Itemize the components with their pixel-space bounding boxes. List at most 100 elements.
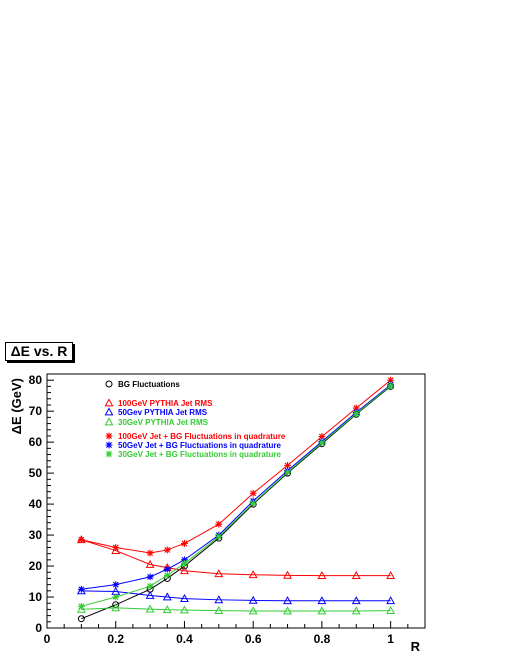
- legend-marker: [104, 407, 114, 416]
- data-point: [77, 585, 85, 593]
- x-tick-label: 0.8: [314, 632, 331, 646]
- data-point: [181, 560, 188, 567]
- data-point: [214, 595, 224, 604]
- data-point: [112, 581, 120, 589]
- data-point: [145, 604, 155, 613]
- y-axis-label: ΔE (GeV): [9, 378, 24, 434]
- data-point: [214, 606, 224, 615]
- data-point: [145, 590, 155, 599]
- data-point: [215, 533, 223, 541]
- data-point: [317, 606, 327, 615]
- data-point: [248, 570, 258, 579]
- data-point: [386, 606, 396, 615]
- legend-entry-label: 30GeV PYTHIA Jet RMS: [118, 418, 209, 427]
- data-point: [351, 606, 361, 615]
- data-point: [111, 545, 121, 554]
- data-point: [162, 605, 172, 614]
- y-tick-label: 80: [29, 373, 43, 387]
- data-point: [387, 376, 395, 384]
- series-6: [77, 382, 395, 610]
- series-2: [76, 586, 396, 605]
- legend-marker: [104, 417, 114, 426]
- data-point: [180, 566, 189, 575]
- data-point: [352, 410, 360, 418]
- y-tick-label: 0: [35, 621, 42, 635]
- data-point: [77, 602, 85, 610]
- chart-title: ΔE vs. R: [5, 342, 73, 361]
- series-line: [81, 539, 391, 577]
- legend-marker: [105, 450, 113, 458]
- legend-entry-label: 50Gev PYTHIA Jet RMS: [118, 408, 208, 417]
- data-point: [112, 593, 120, 601]
- x-tick-label: 0.4: [176, 632, 193, 646]
- y-tick-label: 70: [29, 404, 43, 418]
- y-tick-label: 40: [29, 497, 43, 511]
- data-point: [215, 520, 223, 528]
- data-point: [77, 615, 85, 623]
- data-point: [284, 468, 291, 476]
- legend-marker: [104, 398, 114, 407]
- legend-entry-label: 100GeV PYTHIA Jet RMS: [118, 399, 213, 408]
- data-point: [248, 606, 258, 615]
- data-point: [386, 571, 396, 580]
- series-4: [77, 376, 395, 557]
- data-point: [249, 499, 257, 507]
- legend-marker: [105, 441, 113, 449]
- data-point: [181, 540, 188, 547]
- data-point: [163, 571, 171, 579]
- data-point: [146, 582, 154, 590]
- x-axis-label: R: [411, 639, 421, 654]
- series-line: [81, 607, 391, 612]
- legend-entry-label: 30GeV Jet + BG Fluctuations in quadratur…: [118, 450, 281, 459]
- data-point: [317, 596, 327, 605]
- data-point: [111, 603, 121, 612]
- x-tick-label: 0.2: [107, 632, 124, 646]
- series-1: [76, 535, 396, 580]
- data-point: [163, 565, 171, 573]
- x-tick-label: 0: [44, 632, 51, 646]
- data-point: [77, 536, 85, 544]
- y-tick-label: 50: [29, 466, 43, 480]
- data-point: [284, 461, 291, 469]
- data-point: [351, 571, 361, 580]
- data-point: [112, 544, 120, 551]
- y-tick-label: 20: [29, 559, 43, 573]
- data-point: [214, 569, 224, 578]
- y-tick-label: 30: [29, 528, 43, 542]
- data-point: [180, 605, 189, 614]
- data-point: [318, 433, 326, 440]
- data-point: [283, 606, 292, 615]
- plot-frame: [46, 373, 426, 629]
- data-point: [283, 596, 292, 605]
- legend-marker: [105, 432, 113, 440]
- series-3: [76, 603, 396, 615]
- data-point: [283, 570, 292, 579]
- legend-entry-label: 100GeV Jet + BG Fluctuations in quadratu…: [118, 432, 286, 441]
- data-point: [181, 556, 188, 564]
- series-line: [81, 590, 391, 602]
- data-point: [145, 559, 155, 568]
- data-point: [163, 546, 171, 554]
- x-tick-label: 1: [387, 632, 394, 646]
- data-point: [318, 439, 326, 447]
- data-point: [386, 596, 396, 605]
- legend-entry-label: 50GeV Jet + BG Fluctuations in quadratur…: [118, 441, 281, 450]
- series-group: [76, 376, 396, 623]
- data-point: [180, 593, 189, 602]
- data-point: [249, 489, 257, 497]
- y-tick-label: 10: [29, 590, 43, 604]
- x-tick-label: 0.6: [245, 632, 262, 646]
- data-point: [387, 382, 395, 390]
- y-tick-label: 60: [29, 435, 43, 449]
- legend-marker: [105, 380, 113, 388]
- data-point: [317, 571, 327, 580]
- data-point: [146, 573, 154, 581]
- data-point: [248, 595, 258, 604]
- data-point: [162, 592, 172, 601]
- legend-entry-label: BG Fluctuations: [118, 380, 180, 389]
- data-point: [76, 604, 86, 613]
- data-point: [146, 549, 154, 557]
